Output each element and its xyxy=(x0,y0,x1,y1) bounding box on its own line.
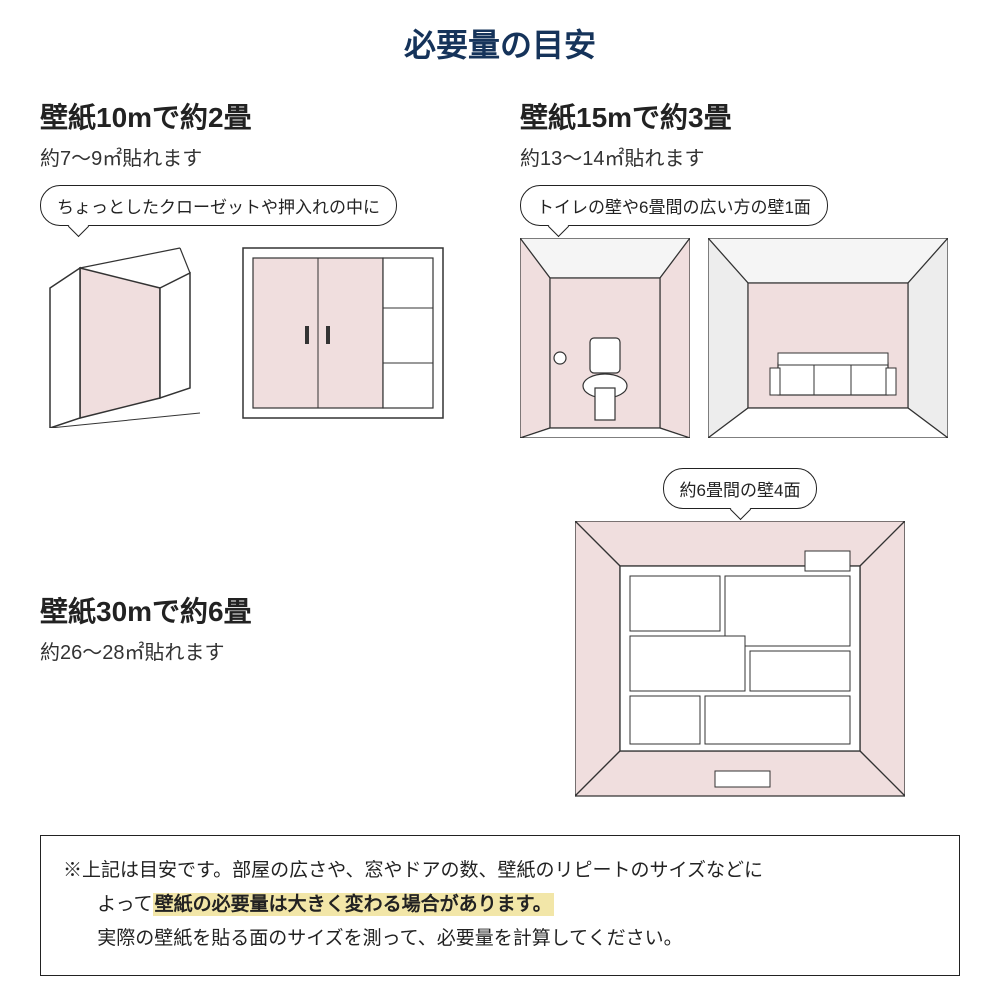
section-15m-heading: 壁紙15mで約3畳 xyxy=(520,96,960,136)
note-line-2-highlight: 壁紙の必要量は大きく変わる場合があります。 xyxy=(153,893,554,916)
section-30m-illus: 約6畳間の壁4面 xyxy=(520,468,960,801)
note-line-3: 実際の壁紙を貼る面のサイズを測って、必要量を計算してください。 xyxy=(63,922,937,956)
note-line-2: よって壁紙の必要量は大きく変わる場合があります。 xyxy=(63,888,937,922)
section-30m-sub: 約26〜28㎡貼れます xyxy=(40,636,480,665)
section-30m-heading: 壁紙30mで約6畳 xyxy=(40,590,480,630)
note-line-2-prefix: よって xyxy=(97,894,152,915)
section-10m-illustrations xyxy=(40,238,480,428)
section-10m-callout: ちょっとしたクローゼットや押入れの中に xyxy=(40,185,397,226)
section-15m-sub: 約13〜14㎡貼れます xyxy=(520,142,960,171)
closet-icon xyxy=(40,238,220,428)
toilet-room-icon xyxy=(520,238,690,438)
section-30m-callout: 約6畳間の壁4面 xyxy=(663,468,818,509)
room-onewall-icon xyxy=(708,238,948,438)
page-title: 必要量の目安 xyxy=(40,20,960,66)
section-30m: 壁紙30mで約6畳 約26〜28㎡貼れます xyxy=(40,590,480,679)
note-line-3-text: 実際の壁紙を貼る面のサイズを測って、必要量を計算してください。 xyxy=(97,928,682,949)
content-grid: 壁紙10mで約2畳 約7〜9㎡貼れます ちょっとしたクローゼットや押入れの中に xyxy=(40,96,960,801)
section-15m-illustrations xyxy=(520,238,960,438)
section-10m-sub: 約7〜9㎡貼れます xyxy=(40,142,480,171)
note-line-1: ※上記は目安です。部屋の広さや、窓やドアの数、壁紙のリピートのサイズなどに xyxy=(63,854,937,888)
note-box: ※上記は目安です。部屋の広さや、窓やドアの数、壁紙のリピートのサイズなどに よっ… xyxy=(40,835,960,976)
room-fourwalls-icon xyxy=(575,521,905,801)
section-10m: 壁紙10mで約2畳 約7〜9㎡貼れます ちょっとしたクローゼットや押入れの中に xyxy=(40,96,480,438)
section-10m-heading: 壁紙10mで約2畳 xyxy=(40,96,480,136)
oshiire-icon xyxy=(238,238,448,428)
section-15m-callout: トイレの壁や6畳間の広い方の壁1面 xyxy=(520,185,828,226)
section-15m: 壁紙15mで約3畳 約13〜14㎡貼れます トイレの壁や6畳間の広い方の壁1面 xyxy=(520,96,960,438)
